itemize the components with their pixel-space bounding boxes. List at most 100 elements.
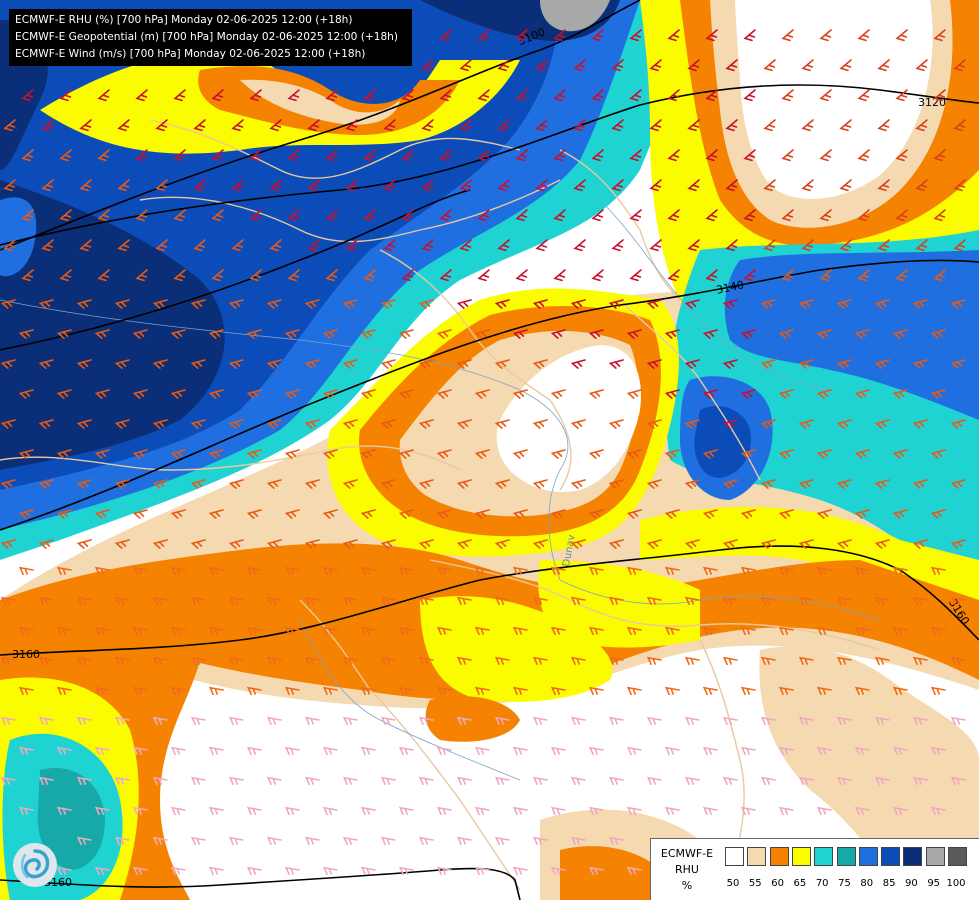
wind-barb (836, 539, 852, 549)
wind-barb (664, 389, 680, 399)
wind-barb (436, 329, 452, 339)
wind-barb (588, 866, 604, 876)
wind-barb (705, 149, 718, 162)
wind-barb (912, 299, 928, 309)
wind-barb (56, 626, 72, 636)
wind-barb (819, 149, 832, 162)
wind-barb (474, 626, 490, 636)
wind-barb (532, 299, 548, 309)
wind-barb (760, 479, 776, 489)
wind-barb (801, 119, 814, 132)
wind-barb (56, 686, 72, 696)
wind-barb (228, 419, 244, 429)
wind-barb (307, 239, 320, 252)
wind-barb (930, 329, 946, 339)
wind-barb (94, 746, 110, 756)
wind-barb (912, 596, 928, 606)
wind-barb (38, 539, 54, 549)
wind-barb (155, 239, 168, 252)
wind-barb (515, 89, 528, 102)
wind-barb (550, 329, 566, 339)
wind-barb (79, 119, 92, 132)
wind-barb (152, 836, 168, 846)
wind-barb (763, 119, 776, 132)
legend-tick-label: 85 (882, 878, 896, 889)
wind-barb (854, 806, 870, 816)
wind-barb (874, 419, 890, 429)
wind-barb (494, 776, 510, 786)
wind-barb (854, 686, 870, 696)
wind-barb (284, 806, 300, 816)
wind-barb (725, 179, 738, 192)
legend: ECMWF-E RHU % 50 55 60 65 70 75 80 85 90 95 100 (650, 838, 979, 900)
wind-barb (626, 566, 642, 576)
wind-barb (778, 806, 794, 816)
wind-barb (173, 149, 186, 162)
wind-barb (3, 239, 16, 252)
wind-barb (667, 29, 680, 42)
wind-barb (608, 479, 624, 489)
wind-barb (398, 509, 414, 519)
wind-barb (497, 179, 510, 192)
wind-barb (360, 449, 376, 459)
legend-tick-label: 80 (860, 878, 874, 889)
wind-barb (664, 566, 680, 576)
legend-tick-label: 65 (793, 878, 807, 889)
wind-barb (778, 686, 794, 696)
wind-barb (953, 179, 966, 192)
wind-barb (553, 209, 566, 222)
wind-barb (117, 179, 130, 192)
wind-barb (380, 299, 396, 309)
wind-barb (912, 539, 928, 549)
wind-barb (611, 119, 624, 132)
wind-barb (874, 716, 890, 726)
wind-barb (76, 836, 92, 846)
wind-barb (380, 776, 396, 786)
wind-barb (684, 479, 700, 489)
wind-barb (474, 746, 490, 756)
wind-barb (626, 866, 642, 876)
wind-barb (702, 806, 718, 816)
wind-barb (760, 716, 776, 726)
wind-barb (801, 59, 814, 72)
wind-barb (132, 566, 148, 576)
wind-barb (702, 566, 718, 576)
legend-swatch (903, 847, 923, 866)
wind-barb (304, 776, 320, 786)
wind-barb (798, 656, 814, 666)
wind-barb (322, 509, 338, 519)
wind-barb (421, 239, 434, 252)
wind-barb (59, 89, 72, 102)
wind-barb (266, 299, 282, 309)
wind-barb (760, 656, 776, 666)
legend-tick-label: 90 (905, 878, 918, 889)
wind-barb (284, 389, 300, 399)
wind-barb (231, 179, 244, 192)
wind-barb (266, 596, 282, 606)
wind-barb (950, 299, 966, 309)
wind-barb (76, 479, 92, 489)
title-line-geopotential: ECMWF-E Geopotential (m) [700 hPa] Monda… (15, 31, 399, 43)
swirl-icon (15, 845, 55, 885)
wind-barb (304, 419, 320, 429)
wind-barb (760, 359, 776, 369)
wind-barb (895, 29, 908, 42)
wind-barb (722, 299, 738, 309)
wind-barb (380, 479, 396, 489)
legend-tick-label: 95 (927, 878, 941, 889)
wind-barb (649, 179, 662, 192)
wind-barb (439, 209, 452, 222)
wind-barb (228, 596, 244, 606)
wind-barb (573, 59, 586, 72)
wind-barb (436, 626, 452, 636)
wind-barb (740, 626, 756, 636)
wind-barb (532, 359, 548, 369)
contour-3100 (0, 0, 641, 251)
wind-barb (646, 419, 662, 429)
wind-barb (532, 596, 548, 606)
wind-barb (591, 269, 604, 282)
wind-barb (494, 716, 510, 726)
wind-barb (41, 179, 54, 192)
wind-barb (398, 449, 414, 459)
legend-swatch (881, 847, 901, 866)
